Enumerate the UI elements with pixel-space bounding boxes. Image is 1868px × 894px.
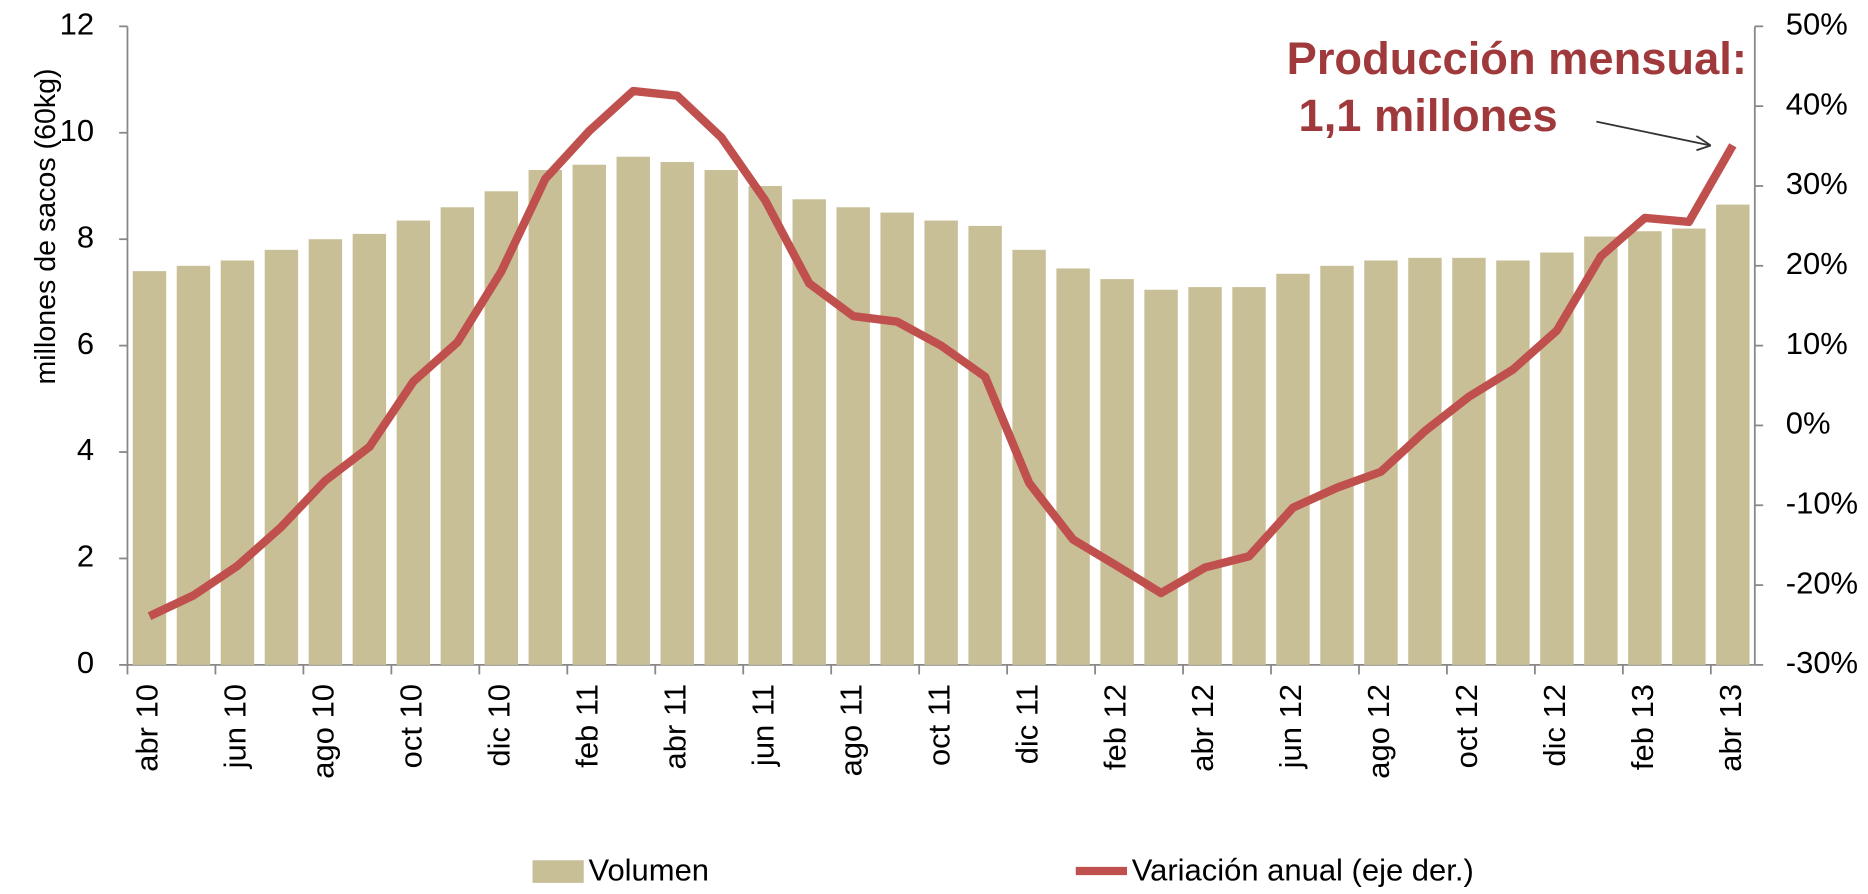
bar	[572, 164, 607, 665]
bar	[1452, 257, 1486, 665]
bar	[880, 212, 914, 665]
bar	[704, 170, 738, 665]
bar	[1628, 231, 1662, 665]
x-tick-label: abr 11	[657, 684, 692, 770]
x-tick-label: oct 11	[921, 684, 956, 766]
bar	[1188, 287, 1222, 665]
bar	[924, 220, 958, 665]
bar	[1320, 265, 1354, 665]
annotation: Producción mensual:	[1287, 33, 1747, 84]
bar	[1672, 228, 1706, 665]
bar	[968, 225, 1002, 665]
x-tick-label: abr 12	[1185, 684, 1220, 772]
y2-tick-label: -20%	[1786, 565, 1858, 600]
y2-tick-label: 50%	[1786, 7, 1848, 42]
x-tick-label: dic 10	[482, 684, 517, 767]
legend-swatch	[532, 860, 584, 883]
y2-tick-label: 20%	[1786, 246, 1848, 281]
y2-tick-label: 0%	[1786, 406, 1831, 441]
y-tick-label: 8	[77, 219, 94, 254]
bar	[1056, 268, 1090, 665]
bar	[660, 162, 694, 665]
x-tick-label: dic 11	[1009, 684, 1044, 764]
legend-label: Variación anual (eje der.)	[1132, 852, 1474, 887]
bar	[220, 260, 255, 665]
y-tick-label: 6	[77, 326, 94, 361]
bar	[1232, 287, 1266, 665]
y-tick-label: 0	[77, 645, 94, 680]
x-tick-label: feb 13	[1625, 684, 1660, 770]
x-tick-label: ago 11	[833, 684, 868, 776]
y2-tick-label: 30%	[1786, 166, 1848, 201]
line	[147, 86, 1737, 620]
x-tick-label: oct 10	[394, 684, 429, 768]
bar	[308, 239, 343, 665]
x-tick-label: jun 10	[218, 684, 253, 769]
y2-tick-label: -30%	[1786, 645, 1858, 680]
bar	[264, 249, 299, 665]
bar	[1408, 257, 1442, 665]
x-tick-label: dic 12	[1537, 684, 1572, 767]
y-tick-label: 10	[60, 113, 94, 148]
y-tick-label: 4	[77, 432, 94, 467]
bar	[1716, 204, 1750, 665]
x-tick-label: ago 10	[306, 684, 341, 779]
bar	[748, 185, 782, 665]
bar	[616, 156, 650, 665]
legend-label: Volumen	[589, 852, 710, 887]
y2-tick-label: 10%	[1786, 326, 1848, 361]
x-tick-label: oct 12	[1449, 684, 1484, 768]
annotation-arrowhead	[1695, 135, 1712, 152]
x-tick-label: feb 11	[569, 684, 604, 768]
bar	[1540, 252, 1574, 665]
bar	[396, 220, 431, 665]
y-tick-label: 12	[60, 7, 94, 42]
bar	[132, 271, 167, 665]
x-tick-label: feb 12	[1097, 684, 1132, 770]
bar	[440, 207, 475, 665]
bar	[1496, 260, 1530, 665]
x-tick-label: abr 13	[1713, 684, 1748, 772]
y-axis-label: millones de sacos (60kg)	[30, 68, 62, 384]
y2-tick-label: -10%	[1786, 485, 1858, 520]
x-tick-label: jun 12	[1273, 684, 1308, 769]
bar	[528, 170, 563, 665]
y-tick-label: 2	[77, 539, 94, 574]
x-tick-label: abr 10	[130, 684, 165, 772]
x-tick-label: ago 12	[1361, 684, 1396, 779]
annotation: 1,1 millones	[1299, 90, 1558, 141]
bar	[1144, 289, 1178, 665]
bar	[1276, 273, 1310, 665]
x-tick-label: jun 11	[745, 684, 780, 767]
bar	[1100, 279, 1134, 665]
annotation-arrow	[1596, 120, 1711, 147]
y2-tick-label: 40%	[1786, 86, 1848, 121]
bar	[1584, 236, 1618, 665]
bar	[836, 207, 870, 665]
